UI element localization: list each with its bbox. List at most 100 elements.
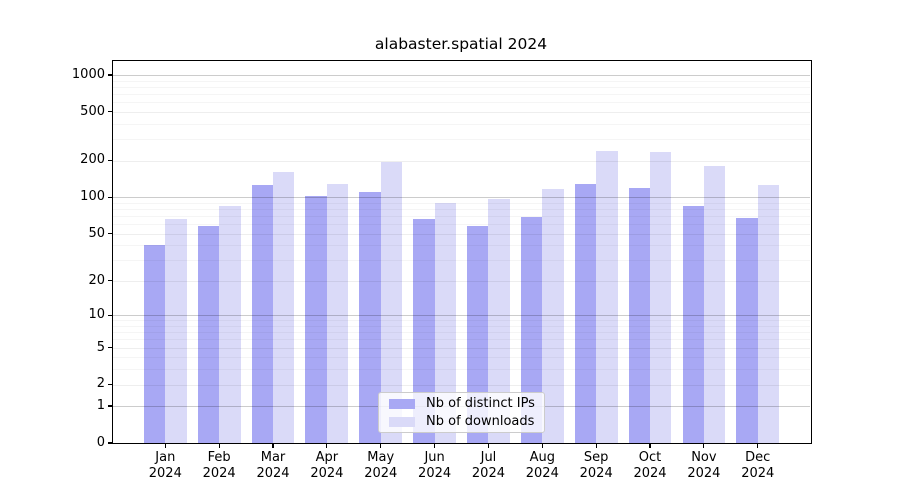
bar-downloads — [488, 199, 510, 443]
x-tick-mark — [649, 443, 651, 448]
bar-distinct-ips — [143, 245, 166, 443]
x-tick-mark — [595, 443, 597, 448]
gridline-minor — [113, 332, 810, 334]
x-tick-mark — [380, 443, 382, 448]
gridline — [113, 111, 810, 113]
gridline — [113, 160, 810, 162]
bar-distinct-ips — [359, 192, 381, 443]
bar-distinct-ips — [251, 184, 273, 443]
gridline-minor — [113, 102, 810, 104]
gridline-major — [113, 75, 810, 76]
chart-title: alabaster.spatial 2024 — [374, 35, 548, 53]
x-tick-label: Feb 2024 — [202, 450, 236, 481]
gridline — [113, 347, 810, 349]
bar-distinct-ips — [467, 225, 489, 443]
y-tick-label: 100 — [80, 189, 105, 205]
bar-downloads — [273, 172, 295, 443]
legend-swatch-distinct-ips — [389, 398, 415, 409]
x-axis: Jan 2024 Feb 2024 Mar 2024 Apr 2024 May 2024… — [113, 61, 810, 481]
gridline-minor — [113, 326, 810, 327]
y-tick-label: 500 — [80, 103, 105, 119]
y-tick-mark — [108, 232, 113, 235]
legend-label-distinct-ips: Nb of distinct IPs — [426, 396, 535, 411]
gridline — [113, 280, 810, 282]
gridline-minor — [113, 339, 810, 341]
x-tick-mark — [541, 443, 543, 448]
gridline-minor — [113, 260, 810, 262]
legend-swatch-downloads — [389, 416, 415, 427]
bar-distinct-ips — [574, 184, 597, 443]
bar-downloads — [542, 189, 564, 443]
bar-downloads — [219, 205, 241, 443]
bar-downloads — [650, 152, 672, 443]
bar-downloads — [326, 183, 349, 443]
x-tick-mark — [326, 443, 328, 448]
y-tick-label: 50 — [88, 225, 105, 241]
y-tick-label: 5 — [96, 339, 105, 355]
x-tick-mark — [434, 443, 436, 448]
y-tick-label: 0 — [96, 435, 105, 450]
x-tick-label: Oct 2024 — [633, 450, 667, 481]
bar-distinct-ips — [736, 218, 758, 443]
x-tick-mark — [703, 443, 705, 448]
x-tick-label: Aug 2024 — [525, 450, 559, 481]
x-tick-label: Jan 2024 — [148, 450, 182, 481]
x-tick-label: Apr 2024 — [310, 450, 344, 481]
gridline — [113, 233, 810, 235]
x-tick-label: Jul 2024 — [471, 450, 505, 481]
gridline-minor — [113, 93, 810, 95]
y-tick-mark — [108, 405, 113, 407]
y-tick-label: 200 — [80, 152, 105, 168]
legend-item-distinct-ips: Nb of distinct IPs — [387, 397, 536, 410]
bar-distinct-ips — [682, 206, 704, 443]
y-tick-mark — [108, 442, 113, 444]
gridline-minor — [113, 202, 810, 204]
bar-distinct-ips — [628, 188, 651, 443]
legend-item-downloads: Nb of downloads — [387, 415, 536, 428]
x-tick-label: Dec 2024 — [741, 450, 775, 481]
gridline — [113, 384, 810, 386]
y-tick-label: 20 — [88, 272, 105, 288]
y-tick-mark — [108, 111, 113, 113]
x-tick-label: Jun 2024 — [418, 450, 452, 481]
legend-label-downloads: Nb of downloads — [426, 414, 535, 429]
gridline-minor — [113, 369, 810, 371]
y-tick-mark — [108, 280, 113, 282]
gridline-minor — [113, 123, 810, 125]
bar-downloads — [380, 161, 403, 443]
gridline-minor — [113, 357, 810, 359]
gridline-minor — [113, 208, 810, 210]
bar-downloads — [434, 203, 456, 443]
bar-downloads — [165, 219, 187, 443]
y-tick-label: 2 — [96, 376, 105, 392]
bar-downloads — [757, 184, 780, 443]
y-tick-mark — [108, 74, 113, 76]
x-tick-label: Sep 2024 — [579, 450, 613, 481]
grid-layer — [113, 61, 810, 443]
y-tick-mark — [108, 196, 113, 198]
bar-distinct-ips — [305, 196, 327, 443]
bars-layer — [113, 61, 810, 443]
gridline-minor — [113, 224, 810, 225]
bar-distinct-ips — [197, 225, 220, 443]
x-tick-mark — [272, 443, 274, 448]
bar-downloads — [703, 165, 726, 443]
y-tick-label: 10 — [88, 307, 105, 323]
x-tick-mark — [757, 443, 759, 448]
bar-distinct-ips — [520, 217, 543, 443]
gridline-minor — [113, 139, 810, 140]
bar-downloads — [596, 150, 618, 443]
gridline-minor — [113, 215, 810, 217]
x-tick-label: Mar 2024 — [256, 450, 290, 481]
y-axis: 0 1 2 5 10 20 50 100 200 500 1000 — [72, 61, 810, 450]
gridline-major — [113, 197, 810, 199]
gridline-minor — [113, 80, 810, 82]
gridline-major — [113, 315, 810, 317]
x-tick-label: May 2024 — [364, 450, 398, 481]
x-tick-mark — [218, 443, 220, 448]
y-tick-mark — [108, 159, 113, 162]
x-tick-mark — [164, 443, 166, 448]
x-tick-label: Nov 2024 — [687, 450, 721, 481]
gridline-minor — [113, 245, 810, 247]
